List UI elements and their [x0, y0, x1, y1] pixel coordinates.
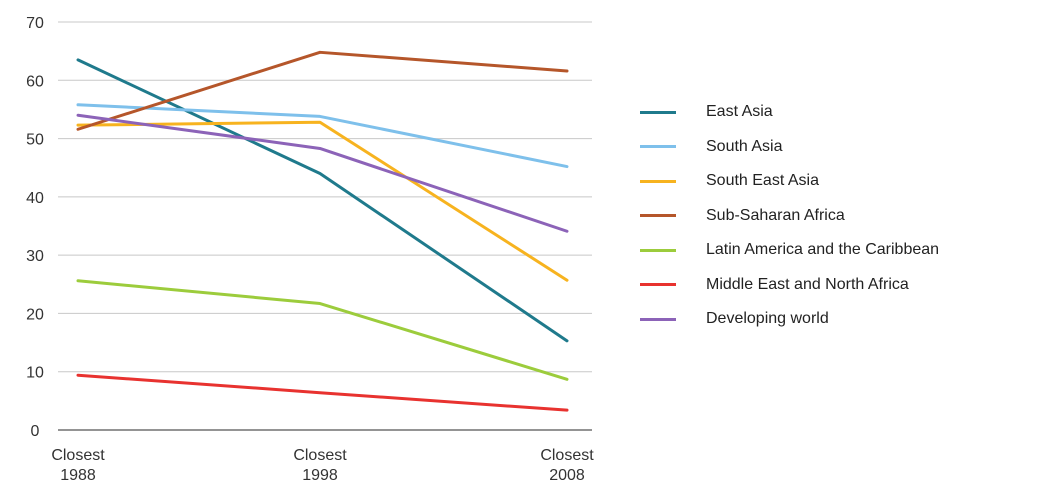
series-line-south-east-asia — [76, 120, 569, 282]
y-tick-label: 40 — [26, 190, 44, 207]
x-tick-label-line: 1988 — [60, 467, 96, 484]
legend-label: Latin America and the Caribbean — [706, 241, 940, 259]
x-tick-label: Closest 2008 — [540, 447, 594, 484]
legend-label: South Asia — [706, 137, 783, 155]
legend-label: East Asia — [706, 103, 773, 121]
legend-swatch — [640, 317, 676, 321]
legend-item: South East Asia — [640, 164, 939, 199]
series-line-middle-east-and-north-africa — [76, 373, 569, 412]
x-axis-tick-labels: Closest 1988 Closest 1998 Closest 2008 — [51, 447, 594, 484]
y-tick-label: 60 — [26, 73, 44, 90]
legend-item: South Asia — [640, 130, 939, 165]
y-tick-label: 50 — [26, 132, 44, 149]
y-tick-label: 30 — [26, 248, 44, 265]
y-axis-tick-labels: 0 10 20 30 40 50 60 70 — [26, 15, 44, 440]
series-line-latin-america-and-the-caribbean — [76, 279, 569, 381]
chart-legend: East Asia South Asia South East Asia Sub-Sa… — [640, 95, 939, 337]
x-tick-label-line: Closest — [293, 447, 347, 464]
legend-label: Developing world — [706, 310, 829, 328]
x-tick-label-line: Closest — [51, 447, 105, 464]
legend-label: Sub-Saharan Africa — [706, 206, 845, 224]
legend-item: Sub-Saharan Africa — [640, 199, 939, 234]
legend-item: East Asia — [640, 95, 939, 130]
legend-item: Middle East and North Africa — [640, 268, 939, 303]
series-line-east-asia — [76, 58, 569, 343]
gridlines — [58, 21, 592, 431]
legend-label: Middle East and North Africa — [706, 275, 909, 293]
series-line-sub-saharan-africa — [76, 50, 569, 131]
legend-label: South East Asia — [706, 172, 819, 190]
legend-swatch — [640, 248, 676, 252]
legend-swatch — [640, 110, 676, 114]
y-tick-label: 20 — [26, 306, 44, 323]
legend-swatch — [640, 145, 676, 149]
x-tick-label: Closest 1988 — [51, 447, 105, 484]
x-tick-label-line: 2008 — [549, 467, 585, 484]
legend-swatch — [640, 214, 676, 218]
x-tick-label-line: 1998 — [302, 467, 338, 484]
series-lines — [76, 50, 569, 412]
y-tick-label: 0 — [31, 423, 40, 440]
legend-item: Developing world — [640, 302, 939, 337]
legend-swatch — [640, 283, 676, 287]
y-tick-label: 70 — [26, 15, 44, 32]
y-tick-label: 10 — [26, 365, 44, 382]
series-line-south-asia — [76, 103, 569, 169]
series-line-developing-world — [76, 113, 569, 233]
x-tick-label-line: Closest — [540, 447, 594, 464]
x-tick-label: Closest 1998 — [293, 447, 347, 484]
legend-swatch — [640, 179, 676, 183]
legend-item: Latin America and the Caribbean — [640, 233, 939, 268]
